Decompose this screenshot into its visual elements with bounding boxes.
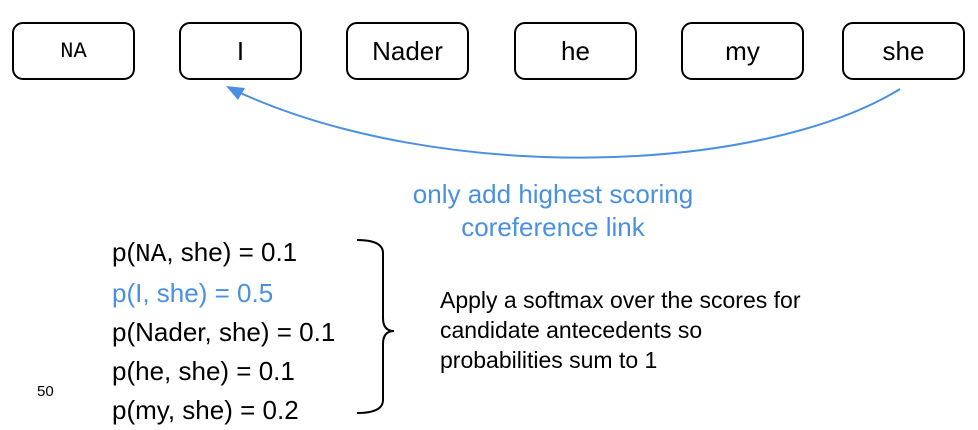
token-she: she (842, 22, 965, 80)
explanation-line: candidate antecedents so (440, 317, 703, 343)
annotation-line: only add highest scoring (412, 179, 694, 209)
page-number: 50 (37, 383, 54, 400)
token-i: I (179, 22, 302, 80)
token-label: he (561, 35, 590, 66)
token-he: he (514, 22, 637, 80)
annotation-line: coreference link (461, 212, 645, 242)
probability-na: p(NA, she) = 0.1 (112, 237, 298, 269)
arrow-annotation: only add highest scoring coreference lin… (380, 178, 726, 244)
token-na: NA (12, 22, 135, 80)
token-label: I (236, 35, 245, 66)
probability-i: p(I, she) = 0.5 (112, 278, 274, 308)
token-label: she (882, 35, 925, 66)
arrow-head-icon (226, 86, 245, 100)
probability-nader: p(Nader, she) = 0.1 (112, 317, 336, 347)
token-label: NA (60, 38, 87, 64)
token-label: my (725, 35, 760, 66)
token-my: my (681, 22, 804, 80)
probability-my: p(my, she) = 0.2 (112, 395, 299, 425)
token-nader: Nader (346, 22, 469, 80)
explanation-line: probabilities sum to 1 (440, 347, 658, 373)
coreference-arrow-line (235, 88, 901, 159)
token-label: Nader (372, 35, 443, 66)
probability-he: p(he, she) = 0.1 (112, 356, 295, 386)
softmax-explanation: Apply a softmax over the scores for cand… (440, 285, 900, 375)
explanation-line: Apply a softmax over the scores for (440, 287, 801, 313)
probability-list: p(NA, she) = 0.1 p(I, she) = 0.5 p(Nader… (112, 233, 335, 430)
